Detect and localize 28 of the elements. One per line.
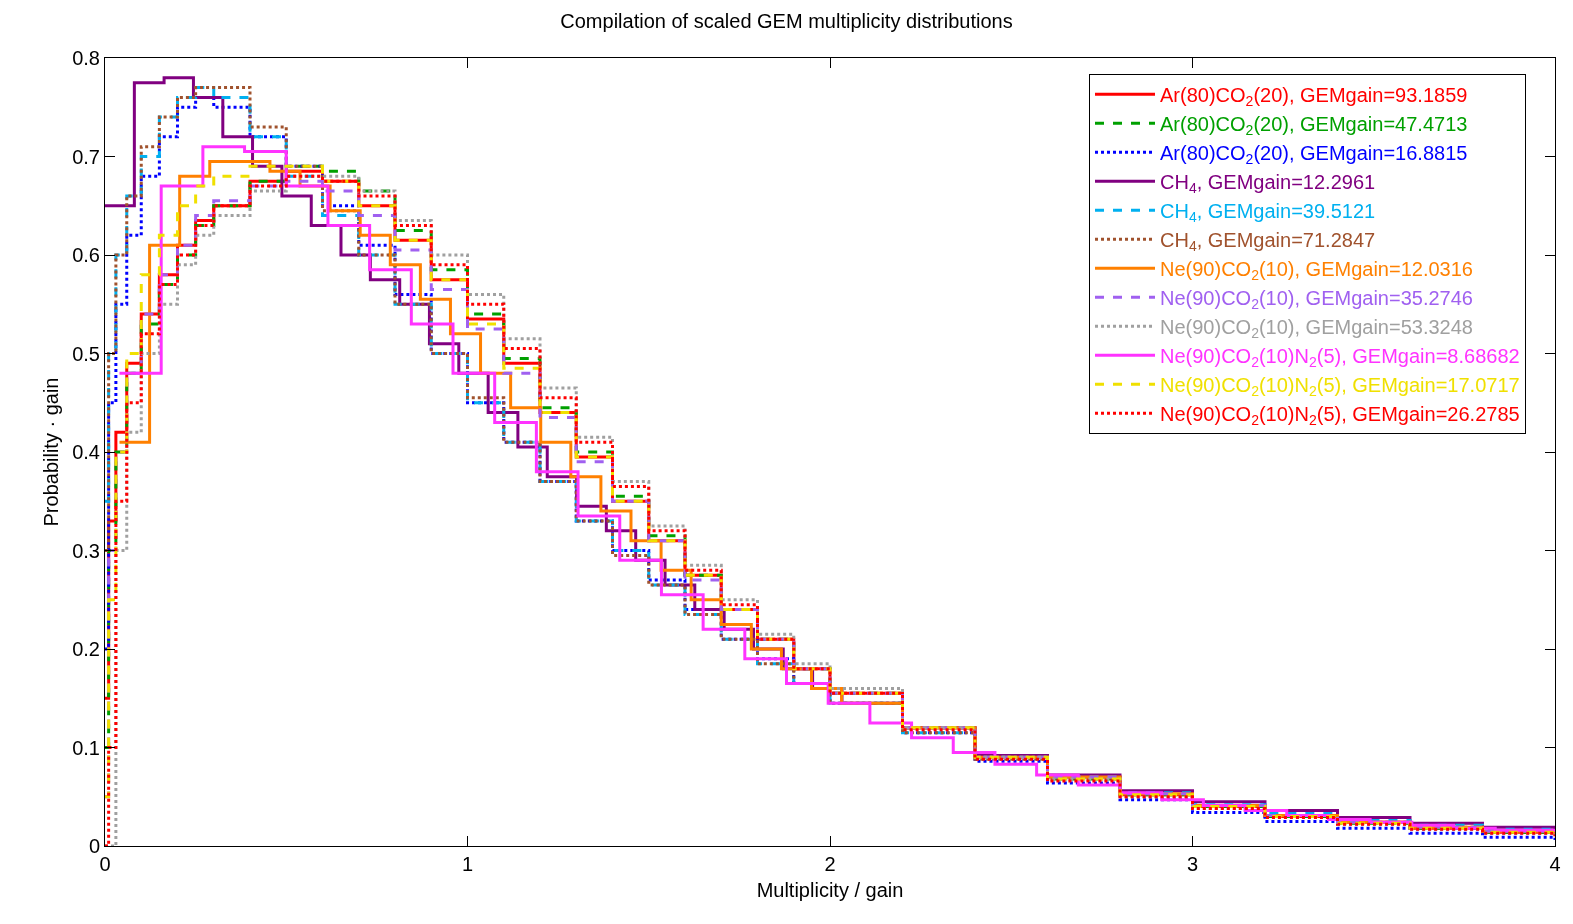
y-tick-label: 0.6 xyxy=(72,244,100,266)
legend-label: Ne(90)CO$_{2}$(10), GEMgain=53.3248 xyxy=(1160,316,1473,342)
legend-label: CH$_{4}$, GEMgain=71.2847 xyxy=(1160,229,1376,255)
y-tick-label: 0.5 xyxy=(72,342,100,365)
y-tick-label: 0.1 xyxy=(72,736,100,759)
y-tick-label: 0.4 xyxy=(72,441,100,463)
legend-label: Ne(90)CO$_{2}$(10)N$_{2}$(5), GEMgain=17.0717 xyxy=(1160,374,1520,400)
legend-label: Ar(80)CO$_{2}$(20), GEMgain=16.8815 xyxy=(1160,142,1468,168)
y-tick-label: 0.2 xyxy=(72,638,100,660)
x-tick-label: 4 xyxy=(1549,853,1561,875)
legend-label: Ne(90)CO$_{2}$(10)N$_{2}$(5), GEMgain=8.68682 xyxy=(1160,345,1520,371)
legend-label: Ar(80)CO$_{2}$(20), GEMgain=47.4713 xyxy=(1160,113,1468,139)
legend-label: CH$_{4}$, GEMgain=39.5121 xyxy=(1160,200,1376,226)
x-tick-label: 1 xyxy=(461,853,474,875)
y-axis-title: Probability · gain xyxy=(39,377,62,527)
legend-label: Ne(90)CO$_{2}$(10), GEMgain=12.0316 xyxy=(1160,258,1473,284)
x-axis-title: Multiplicity / gain xyxy=(756,878,904,901)
x-tick-label: 2 xyxy=(824,853,836,875)
legend-label: Ne(90)CO$_{2}$(10)N$_{2}$(5), GEMgain=26.2785 xyxy=(1160,403,1520,429)
x-tick-label: 3 xyxy=(1186,853,1199,875)
legend-label: CH$_{4}$, GEMgain=12.2961 xyxy=(1160,171,1376,197)
y-tick-label: 0.8 xyxy=(72,47,100,69)
y-tick-label: 0.3 xyxy=(72,539,100,562)
y-tick-label: 0.7 xyxy=(72,145,100,168)
legend-label: Ar(80)CO$_{2}$(20), GEMgain=93.1859 xyxy=(1160,84,1468,110)
legend-label: Ne(90)CO$_{2}$(10), GEMgain=35.2746 xyxy=(1160,287,1473,313)
chart-title: Compilation of scaled GEM multiplicity distributions xyxy=(560,9,1013,32)
y-tick-label: 0 xyxy=(88,835,100,857)
